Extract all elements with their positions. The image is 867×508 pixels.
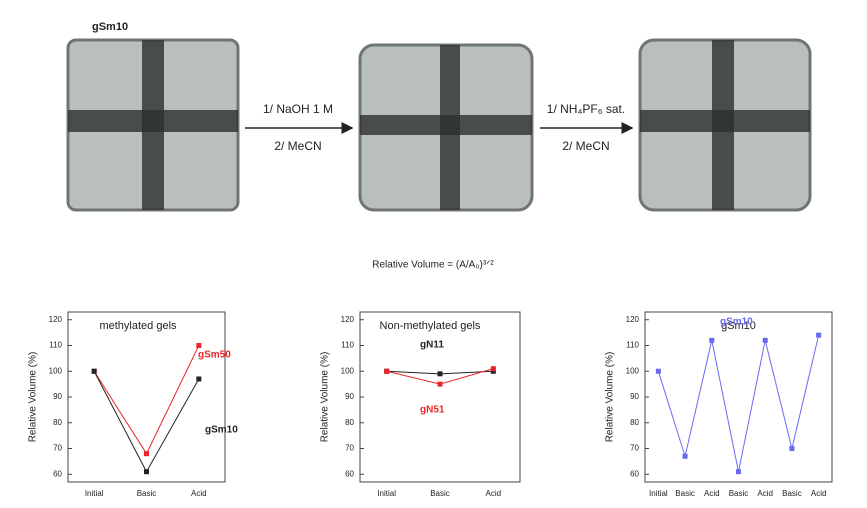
y-tick-label: 80 bbox=[53, 418, 62, 427]
marker bbox=[437, 371, 443, 377]
x-tick-label: Acid bbox=[811, 489, 827, 498]
y-tick-label: 100 bbox=[49, 366, 63, 375]
y-axis-label: Relative Volume (%) bbox=[320, 352, 331, 443]
marker bbox=[762, 337, 768, 343]
x-tick-label: Basic bbox=[782, 489, 802, 498]
marker bbox=[816, 332, 822, 338]
line bbox=[93, 345, 200, 455]
series-label: gSm50 bbox=[198, 350, 231, 361]
y-tick-label: 70 bbox=[53, 444, 62, 453]
arrow-label: 2/ MeCN bbox=[274, 139, 321, 153]
y-tick-label: 90 bbox=[345, 392, 354, 401]
arrow-label: 1/ NaOH 1 M bbox=[263, 102, 333, 116]
marker bbox=[91, 368, 97, 374]
marker bbox=[709, 337, 715, 343]
x-tick-label: Acid bbox=[486, 489, 502, 498]
marker bbox=[144, 451, 149, 457]
arrow-label: 1/ NH₄PF₆ sat. bbox=[547, 102, 625, 116]
x-tick-label: Acid bbox=[757, 489, 773, 498]
chart-title: methylated gels bbox=[99, 320, 177, 332]
equation: Relative Volume = (A/A₀)³ᐟ² bbox=[372, 260, 494, 271]
y-tick-label: 120 bbox=[341, 315, 355, 324]
x-tick-label: Basic bbox=[137, 489, 157, 498]
photo bbox=[358, 43, 534, 212]
marker bbox=[437, 381, 443, 387]
y-tick-label: 120 bbox=[49, 315, 63, 324]
photo bbox=[66, 38, 240, 212]
y-axis-label: Relative Volume (%) bbox=[605, 352, 616, 443]
plot-frame bbox=[67, 311, 226, 483]
y-tick-label: 60 bbox=[630, 469, 639, 478]
photo-label: gSm10 bbox=[92, 21, 128, 33]
y-tick-label: 80 bbox=[630, 418, 639, 427]
x-tick-label: Basic bbox=[729, 489, 749, 498]
marker bbox=[384, 368, 390, 374]
x-tick-label: Acid bbox=[191, 489, 207, 498]
marker bbox=[196, 342, 202, 348]
marker bbox=[144, 469, 149, 475]
marker bbox=[789, 446, 795, 452]
arrow-label: 2/ MeCN bbox=[562, 139, 609, 153]
x-tick-label: Initial bbox=[85, 489, 104, 498]
marker bbox=[736, 469, 741, 475]
marker bbox=[490, 368, 496, 374]
series-label: gSm10 bbox=[205, 425, 238, 436]
y-tick-label: 110 bbox=[341, 341, 354, 350]
marker bbox=[490, 366, 496, 372]
y-tick-label: 90 bbox=[630, 392, 639, 401]
chart-title: Non-methylated gels bbox=[380, 320, 481, 332]
y-tick-label: 70 bbox=[630, 444, 639, 453]
x-tick-label: Basic bbox=[430, 489, 450, 498]
marker bbox=[682, 453, 688, 459]
y-tick-label: 110 bbox=[626, 341, 639, 350]
y-tick-label: 70 bbox=[345, 444, 354, 453]
y-tick-label: 80 bbox=[345, 418, 354, 427]
x-tick-label: Acid bbox=[704, 489, 720, 498]
y-tick-label: 100 bbox=[626, 366, 640, 375]
x-tick-label: Initial bbox=[377, 489, 396, 498]
y-tick-label: 60 bbox=[53, 469, 62, 478]
y-tick-label: 90 bbox=[53, 392, 62, 401]
y-tick-label: 120 bbox=[626, 315, 640, 324]
series-label: gN51 bbox=[420, 405, 445, 416]
y-axis-label: Relative Volume (%) bbox=[28, 352, 39, 443]
series-label: gSm10 bbox=[720, 317, 753, 328]
marker bbox=[655, 368, 661, 374]
x-tick-label: Initial bbox=[649, 489, 668, 498]
y-tick-label: 60 bbox=[345, 469, 354, 478]
chart-title: gSm10 bbox=[721, 320, 756, 332]
line bbox=[93, 371, 200, 473]
photo bbox=[638, 38, 812, 212]
x-tick-label: Basic bbox=[675, 489, 695, 498]
plot-frame bbox=[359, 311, 521, 483]
line bbox=[657, 335, 820, 472]
y-tick-label: 100 bbox=[341, 366, 355, 375]
marker bbox=[196, 376, 202, 382]
series-label: gN11 bbox=[420, 340, 444, 351]
y-tick-label: 110 bbox=[49, 341, 62, 350]
